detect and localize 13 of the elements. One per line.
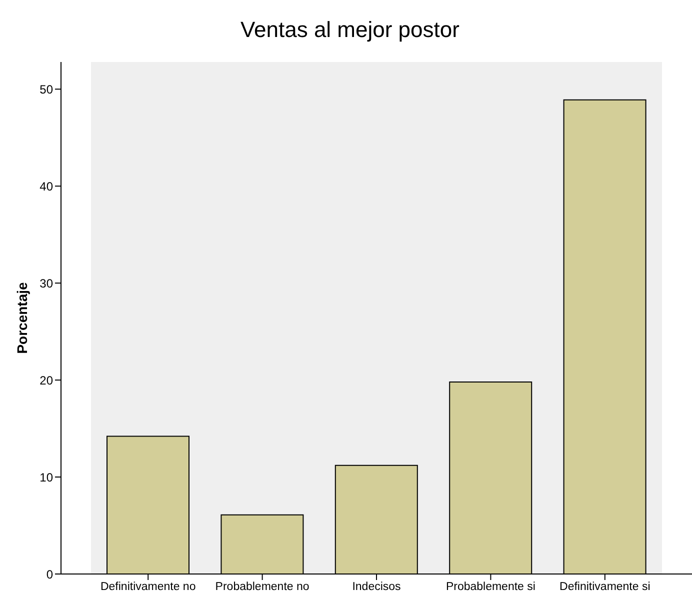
chart-title: Ventas al mejor postor <box>240 16 460 44</box>
y-tick-label: 50 <box>40 82 54 96</box>
x-tick-label: Definitivamente no <box>100 581 196 594</box>
x-tick-label: Probablemente no <box>215 581 310 594</box>
y-axis-title: Porcentaje <box>14 282 30 354</box>
x-tick-label: Probablemente si <box>446 581 536 594</box>
x-tick-label: Definitivamente si <box>560 581 650 594</box>
y-tick-label: 10 <box>40 470 54 484</box>
y-tick-label: 20 <box>40 373 54 388</box>
y-tick-label: 30 <box>40 276 54 290</box>
x-tick-label: Indecisos <box>352 581 402 594</box>
y-tick-label: 40 <box>40 179 54 194</box>
y-tick-label: 0 <box>46 567 54 582</box>
